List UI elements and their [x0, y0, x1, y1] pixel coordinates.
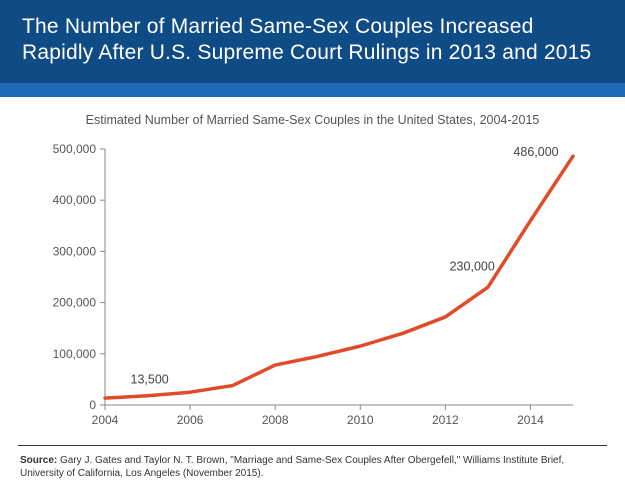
- svg-text:2014: 2014: [517, 413, 544, 427]
- source-footer: Source: Gary J. Gates and Taylor N. T. B…: [18, 445, 607, 481]
- svg-text:2006: 2006: [176, 413, 203, 427]
- accent-bar: [0, 83, 625, 97]
- svg-text:2010: 2010: [346, 413, 373, 427]
- chart-subtitle: Estimated Number of Married Same-Sex Cou…: [30, 113, 595, 127]
- svg-text:2004: 2004: [91, 413, 118, 427]
- chart-container: 0 100,000 200,000 300,000 400,000 500,000 2004…: [33, 135, 593, 435]
- line-chart: 0 100,000 200,000 300,000 400,000 500,000 2004…: [33, 135, 593, 435]
- svg-text:300,000: 300,000: [52, 244, 96, 258]
- svg-text:2008: 2008: [261, 413, 288, 427]
- svg-text:0: 0: [89, 398, 96, 412]
- source-label: Source:: [20, 455, 57, 466]
- svg-text:100,000: 100,000: [52, 346, 96, 360]
- svg-text:500,000: 500,000: [52, 142, 96, 156]
- svg-text:200,000: 200,000: [52, 295, 96, 309]
- chart-area: Estimated Number of Married Same-Sex Cou…: [0, 97, 625, 439]
- svg-text:230,000: 230,000: [449, 259, 494, 273]
- source-text: Gary J. Gates and Taylor N. T. Brown, "M…: [20, 455, 564, 480]
- svg-text:13,500: 13,500: [130, 372, 168, 386]
- svg-text:2012: 2012: [432, 413, 459, 427]
- header-block: The Number of Married Same-Sex Couples I…: [0, 0, 625, 83]
- svg-text:400,000: 400,000: [52, 193, 96, 207]
- svg-text:486,000: 486,000: [513, 145, 558, 159]
- page-title: The Number of Married Same-Sex Couples I…: [22, 14, 603, 67]
